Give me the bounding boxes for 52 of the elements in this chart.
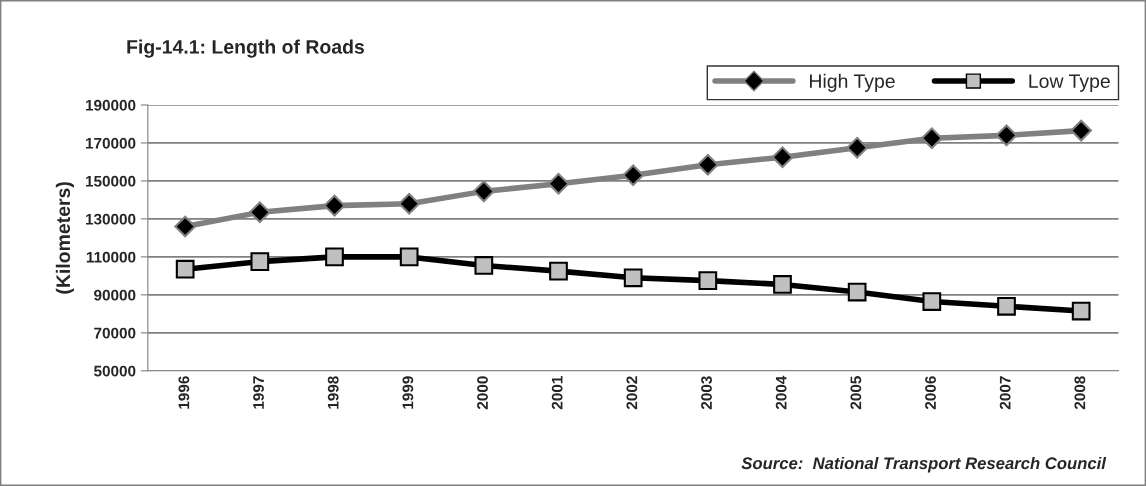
point	[174, 215, 197, 238]
point	[995, 124, 1018, 147]
x-tick-label: 2008	[1074, 376, 1086, 410]
legend-label: Low Type	[1029, 74, 1110, 92]
y-tick-label: 50000	[94, 365, 136, 377]
point	[399, 247, 419, 267]
x-tick-label: 1998	[327, 376, 339, 409]
x-tick-label: 2005	[850, 376, 862, 410]
x-tick-label: 2001	[551, 376, 563, 410]
point	[250, 252, 270, 272]
y-axis-title: (Kilometers)	[55, 182, 74, 294]
point	[771, 146, 794, 169]
y-tick-label: 110000	[86, 251, 136, 263]
point	[398, 192, 421, 215]
point	[175, 259, 195, 279]
point	[997, 296, 1016, 316]
point	[920, 127, 943, 150]
x-tick-label: 2002	[626, 376, 638, 410]
y-tick-label: 170000	[86, 137, 136, 149]
source-note: Source: National Transport Research Council	[741, 456, 1107, 473]
point	[323, 194, 346, 217]
x-tick-label: 2006	[925, 376, 936, 410]
point	[698, 271, 718, 290]
point	[696, 153, 719, 176]
point	[847, 282, 867, 302]
point	[773, 275, 792, 294]
x-tick-label: 2007	[999, 376, 1011, 410]
point	[1071, 301, 1091, 321]
point	[922, 292, 942, 311]
point	[549, 261, 568, 281]
y-tick-label: 190000	[86, 99, 136, 111]
point	[474, 256, 494, 275]
point	[248, 201, 271, 224]
chart-title: Fig-14.1: Length of Roads	[127, 39, 364, 58]
x-tick-label: 1999	[402, 376, 414, 409]
point	[325, 247, 344, 267]
point	[1070, 119, 1093, 142]
point	[622, 164, 645, 187]
x-tick-label: 1996	[178, 376, 190, 409]
point	[547, 172, 570, 195]
x-tick-label: 1997	[253, 376, 264, 409]
x-tick-label: 2003	[701, 376, 712, 410]
point	[846, 136, 869, 159]
y-tick-label: 150000	[86, 175, 136, 187]
y-tick-label: 90000	[94, 289, 136, 301]
x-tick-label: 2000	[477, 376, 488, 410]
legend-label: High Type	[810, 73, 895, 92]
point	[472, 180, 495, 203]
y-tick-label: 70000	[94, 327, 136, 339]
y-tick-label: 130000	[86, 213, 136, 225]
x-tick-label: 2004	[775, 375, 787, 410]
point	[623, 268, 643, 288]
